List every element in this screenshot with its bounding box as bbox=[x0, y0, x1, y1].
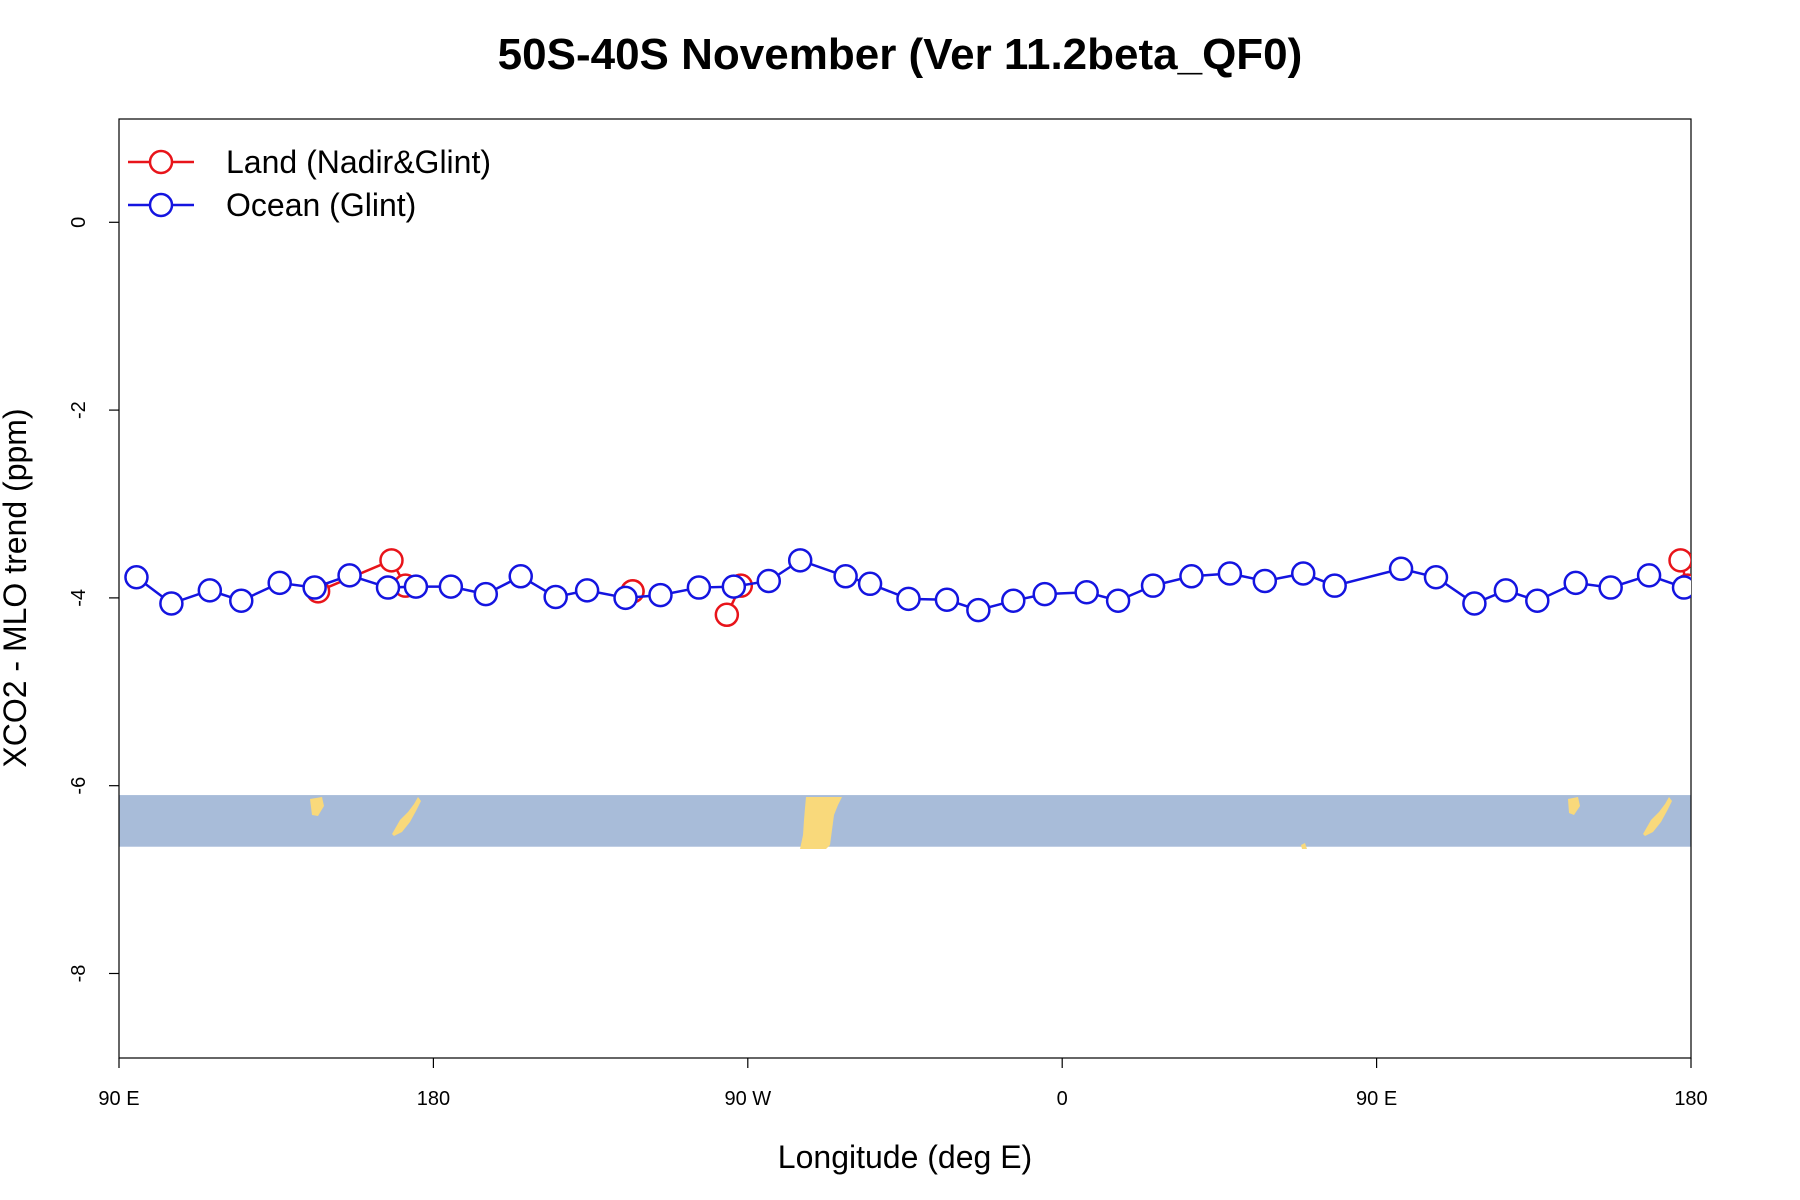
data-point bbox=[787, 548, 813, 573]
data-point bbox=[1032, 581, 1057, 607]
chart-title: 50S-40S November (Ver 11.2beta_QF0) bbox=[497, 30, 1303, 79]
data-point bbox=[1140, 573, 1166, 598]
data-point bbox=[124, 564, 149, 590]
data-point bbox=[438, 574, 464, 599]
x-tick-label: 180 bbox=[1674, 1088, 1707, 1110]
data-point bbox=[686, 575, 712, 600]
data-point bbox=[896, 586, 921, 612]
data-point bbox=[1598, 575, 1623, 600]
data-point bbox=[1636, 563, 1662, 588]
data-point bbox=[1668, 548, 1691, 573]
map-strip bbox=[119, 795, 1691, 849]
data-point bbox=[1252, 568, 1278, 594]
series-layer bbox=[124, 548, 1726, 628]
land-shape-tasmania-right bbox=[1568, 797, 1580, 815]
data-point bbox=[1290, 561, 1316, 586]
land-shapes bbox=[310, 797, 1672, 849]
data-point bbox=[1671, 575, 1691, 600]
data-point bbox=[267, 570, 292, 596]
data-point bbox=[857, 571, 883, 597]
data-point bbox=[159, 591, 184, 616]
data-point bbox=[721, 574, 747, 599]
data-point bbox=[833, 564, 858, 589]
x-tick-label: 180 bbox=[417, 1088, 450, 1110]
data-point bbox=[1074, 580, 1099, 605]
data-point bbox=[403, 574, 429, 599]
ocean-band bbox=[119, 795, 1691, 847]
legend-item-ocean: Ocean (Glint) bbox=[128, 187, 416, 223]
data-point bbox=[508, 564, 533, 589]
x-axis: 90 E 180 90 W 0 90 E 180 bbox=[98, 1058, 1708, 1110]
x-tick-label: 90 E bbox=[98, 1088, 139, 1110]
data-point bbox=[197, 578, 223, 603]
y-tick-label: -2 bbox=[68, 401, 90, 419]
data-point bbox=[1462, 591, 1487, 616]
y-tick-label: -8 bbox=[68, 965, 90, 983]
y-axis-title: XCO2 - MLO trend (ppm) bbox=[0, 408, 33, 767]
data-point bbox=[934, 587, 960, 613]
data-point bbox=[1563, 570, 1588, 596]
y-tick-label: -6 bbox=[68, 777, 90, 795]
data-point bbox=[543, 584, 568, 610]
data-point bbox=[613, 585, 638, 611]
data-point bbox=[574, 578, 600, 603]
data-point bbox=[379, 548, 404, 573]
data-point bbox=[756, 568, 782, 594]
land-shape-tasmania-left bbox=[310, 797, 324, 816]
data-point bbox=[1001, 588, 1026, 613]
series-1 bbox=[124, 548, 1726, 623]
data-point bbox=[337, 563, 362, 588]
data-point bbox=[473, 581, 499, 607]
data-point bbox=[714, 602, 740, 628]
data-point bbox=[1179, 564, 1204, 589]
data-point bbox=[1704, 576, 1726, 598]
legend-item-land: Land (Nadir&Glint) bbox=[128, 144, 491, 180]
data-point bbox=[229, 588, 254, 613]
legend: Land (Nadir&Glint) Ocean (Glint) bbox=[128, 144, 491, 223]
data-point bbox=[375, 575, 401, 600]
data-point bbox=[1525, 588, 1550, 613]
data-point bbox=[1388, 556, 1414, 582]
y-tick-label: 0 bbox=[68, 217, 90, 228]
x-tick-label: 0 bbox=[1057, 1088, 1068, 1110]
data-point bbox=[966, 597, 991, 623]
data-point bbox=[302, 575, 327, 600]
x-tick-label: 90 E bbox=[1356, 1088, 1397, 1110]
data-point bbox=[1105, 588, 1131, 613]
y-tick-label: -4 bbox=[68, 589, 90, 607]
y-axis: 0 -2 -4 -6 -8 bbox=[68, 217, 119, 983]
land-shape-newzealand-right bbox=[1643, 797, 1672, 836]
land-shape-south-america bbox=[800, 797, 842, 849]
legend-label-ocean: Ocean (Glint) bbox=[226, 187, 416, 223]
data-point bbox=[1423, 564, 1449, 590]
land-shape-island bbox=[1301, 843, 1307, 849]
data-point bbox=[648, 582, 673, 608]
legend-label-land: Land (Nadir&Glint) bbox=[226, 144, 491, 180]
data-point bbox=[1493, 578, 1519, 603]
series-0 bbox=[305, 548, 1691, 628]
data-point bbox=[1322, 573, 1347, 598]
data-point bbox=[1217, 561, 1243, 586]
x-axis-title: Longitude (deg E) bbox=[778, 1139, 1032, 1175]
x-tick-label: 90 W bbox=[724, 1088, 771, 1110]
land-shape-newzealand-left bbox=[392, 797, 421, 836]
